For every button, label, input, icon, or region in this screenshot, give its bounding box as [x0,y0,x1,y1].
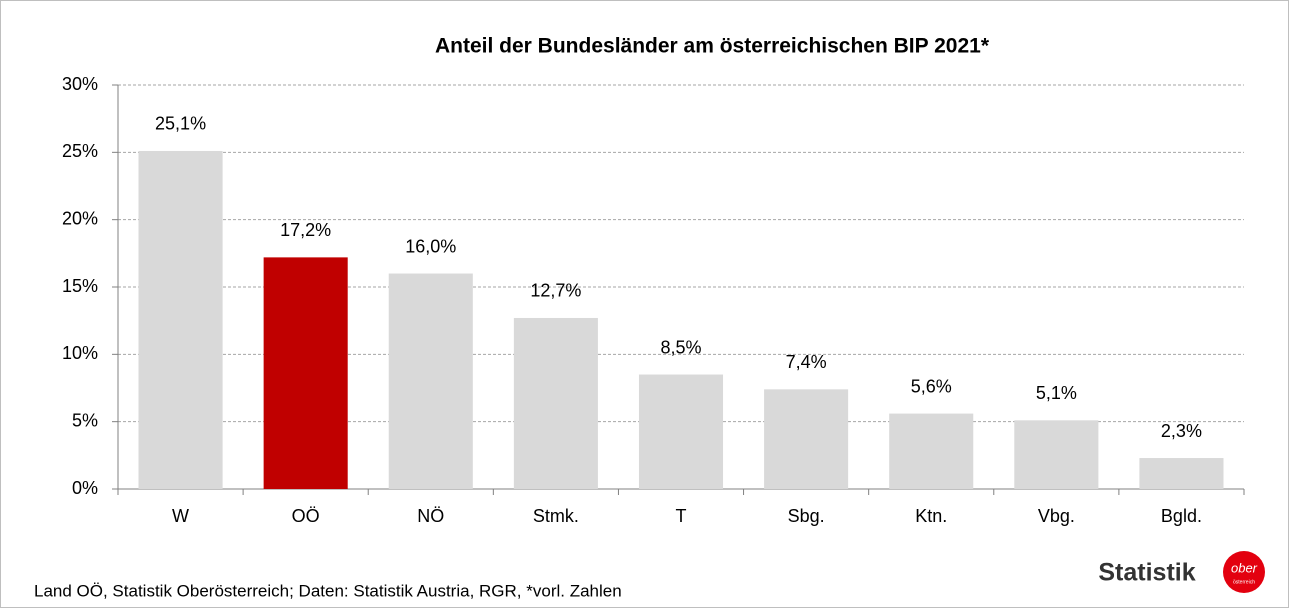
value-label: 25,1% [155,114,206,134]
x-tick-label: Vbg. [1038,506,1075,526]
value-label: 7,4% [786,352,827,372]
bar [513,317,598,489]
y-tick-label: 25% [62,141,98,161]
y-tick-label: 10% [62,343,98,363]
bar [1139,458,1224,489]
logo-text: Statistik [1098,559,1195,587]
x-tick-label: W [172,506,189,526]
bar [263,257,348,489]
source-note: Land OÖ, Statistik Oberösterreich; Daten… [34,581,622,600]
y-tick-label: 0% [72,478,98,498]
bar [889,413,974,489]
value-label: 8,5% [660,337,701,357]
x-tick-label: OÖ [292,506,320,526]
x-tick-label: Sbg. [788,506,825,526]
x-tick-label: NÖ [417,506,444,526]
bar [138,150,223,489]
y-tick-label: 30% [62,74,98,94]
x-tick-label: Stmk. [533,506,579,526]
bar [388,273,473,489]
chart-title: Anteil der Bundesländer am österreichisc… [435,35,990,58]
y-tick-label: 5% [72,410,98,430]
bar [764,389,849,489]
value-label: 5,6% [911,376,952,396]
logo-badge [1223,551,1265,593]
logo-badge-text: ober [1231,560,1258,575]
value-label: 16,0% [405,236,456,256]
y-tick-label: 15% [62,276,98,296]
value-label: 17,2% [280,220,331,240]
value-label: 5,1% [1036,383,1077,403]
bar [638,374,724,489]
x-tick-label: T [676,506,687,526]
value-label: 2,3% [1161,421,1202,441]
y-tick-label: 20% [62,208,98,228]
x-tick-label: Bgld. [1161,506,1202,526]
bar [1014,420,1099,489]
value-label: 12,7% [530,281,581,301]
logo-badge-sub: österreich [1233,579,1255,585]
x-tick-label: Ktn. [915,506,947,526]
